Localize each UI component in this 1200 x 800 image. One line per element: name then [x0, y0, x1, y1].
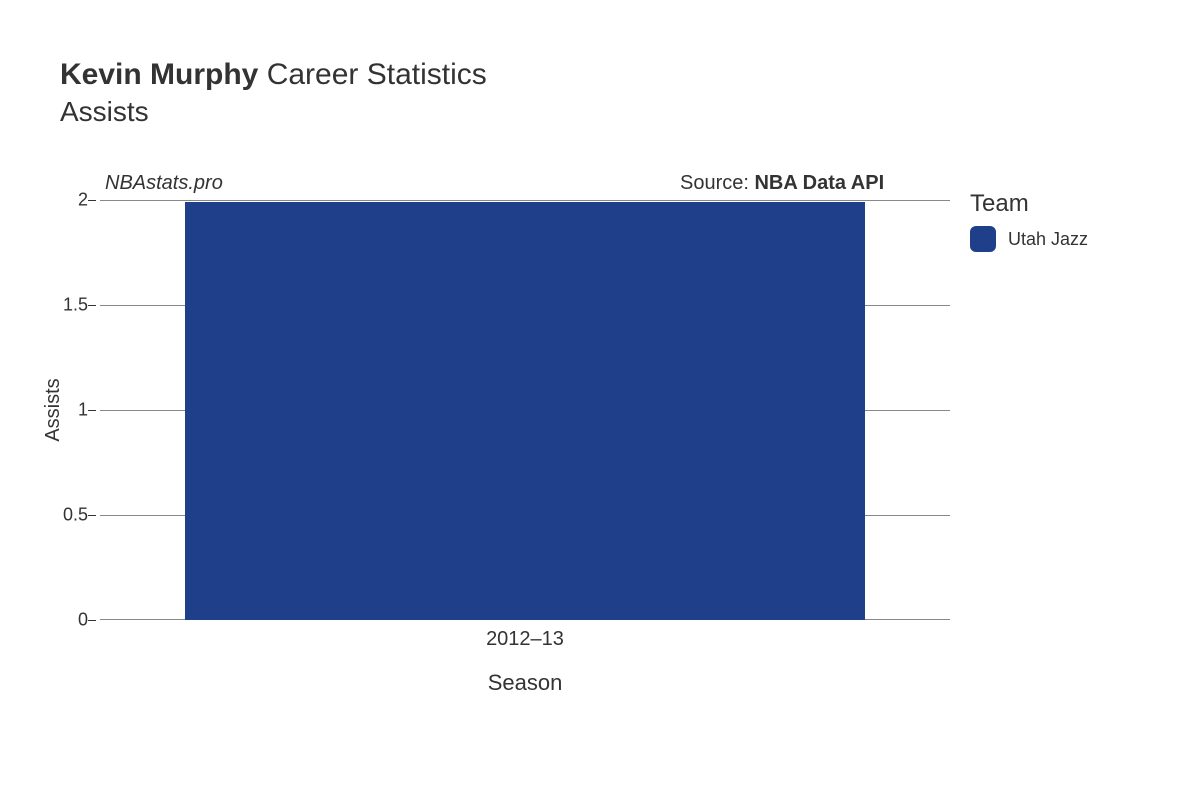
x-axis-label: Season	[488, 670, 563, 696]
y-tick	[88, 620, 96, 621]
bar	[185, 202, 865, 620]
x-tick-label: 2012–13	[486, 628, 564, 651]
source-attribution: Source: NBA Data API	[680, 172, 884, 195]
legend: Team Utah Jazz	[970, 190, 1088, 252]
y-tick-label: 0.5	[38, 505, 88, 526]
gridline	[100, 200, 950, 201]
watermark-text: NBAstats.pro	[105, 172, 223, 195]
chart-subtitle: Assists	[60, 96, 487, 128]
y-tick-label: 0	[38, 610, 88, 631]
player-name: Kevin Murphy	[60, 58, 258, 91]
y-tick	[88, 410, 96, 411]
y-tick	[88, 200, 96, 201]
y-tick-label: 1	[38, 400, 88, 421]
legend-swatch	[970, 226, 996, 252]
y-tick-label: 1.5	[38, 295, 88, 316]
chart-title: Kevin Murphy Career Statistics	[60, 58, 487, 92]
chart-plot-area: Assists 00.511.522012–13 Season	[100, 200, 950, 620]
chart-title-block: Kevin Murphy Career Statistics Assists	[60, 58, 487, 128]
y-tick-label: 2	[38, 190, 88, 211]
legend-title: Team	[970, 190, 1088, 218]
source-name: NBA Data API	[754, 172, 884, 194]
legend-label: Utah Jazz	[1008, 229, 1088, 250]
y-tick	[88, 305, 96, 306]
title-suffix: Career Statistics	[258, 58, 486, 91]
plot-region: 00.511.522012–13	[100, 200, 950, 620]
y-tick	[88, 515, 96, 516]
legend-item: Utah Jazz	[970, 226, 1088, 252]
source-prefix: Source:	[680, 172, 754, 194]
